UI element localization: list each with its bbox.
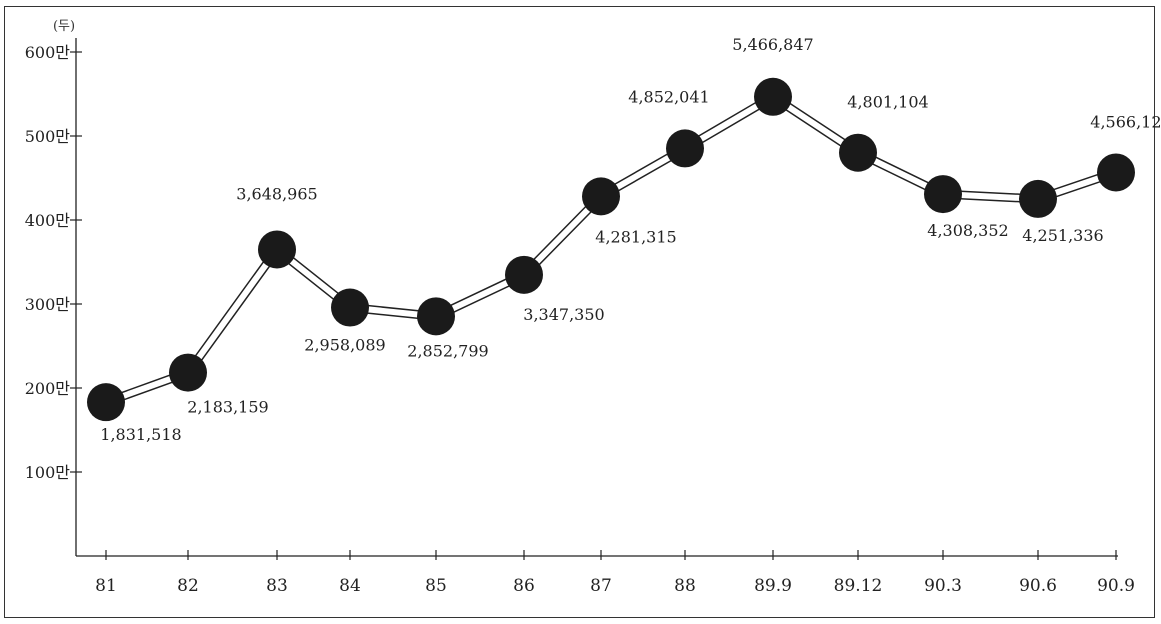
chart-frame: [4, 6, 1155, 618]
data-label: 4,566,125: [1090, 112, 1161, 131]
data-label: 4,308,352: [927, 221, 1008, 240]
data-label: 1,831,518: [100, 425, 181, 444]
data-point: [1097, 153, 1135, 192]
x-tick-label: 89.12: [834, 576, 883, 596]
x-tick-label: 84: [339, 576, 361, 596]
x-tick-label: 82: [177, 576, 199, 596]
y-tick-label: 300만: [25, 295, 71, 314]
data-labels: 1,831,518 2,183,159 3,648,965 2,958,089 2,85…: [100, 35, 1161, 444]
y-tick-label: 200만: [25, 379, 71, 398]
data-point: [666, 129, 704, 168]
tick-labels: 100만 200만 300만 400만 500만 600만 (두) 81 82 83 84 85 86 8…: [25, 19, 1135, 596]
data-label: 2,852,799: [407, 341, 488, 360]
series-line-outer: [104, 92, 1118, 407]
data-point: [582, 177, 620, 216]
data-point: [839, 133, 877, 172]
data-point: [417, 297, 455, 336]
y-tick-label: 500만: [25, 127, 71, 146]
x-tick-label: 86: [513, 576, 535, 596]
y-tick-label: 600만: [25, 43, 71, 62]
x-tick-label: 87: [590, 576, 612, 596]
x-tick-label: 88: [674, 576, 696, 596]
data-label: 2,958,089: [304, 336, 385, 355]
y-tick-label: 400만: [25, 211, 71, 230]
data-point: [87, 383, 125, 422]
data-label: 2,183,159: [187, 398, 268, 417]
data-point: [1019, 179, 1057, 218]
data-point: [169, 353, 207, 392]
data-point: [754, 77, 792, 116]
data-points: [87, 77, 1135, 422]
x-tick-label: 89.9: [754, 576, 792, 596]
series-line: [104, 92, 1118, 407]
x-tick-label: 90.3: [924, 576, 962, 596]
y-unit-label: (두): [53, 19, 75, 34]
axes: [70, 38, 1118, 560]
data-point: [924, 175, 962, 214]
x-tick-label: 90.9: [1097, 576, 1135, 596]
series-line-inner: [104, 93, 1117, 406]
data-label: 4,801,104: [847, 93, 928, 112]
x-tick-label: 83: [266, 576, 288, 596]
data-point: [505, 255, 543, 294]
data-label: 3,648,965: [236, 184, 317, 203]
x-tick-label: 81: [95, 576, 117, 596]
y-tick-label: 100만: [25, 463, 71, 482]
data-point: [258, 230, 296, 269]
x-tick-label: 85: [425, 576, 447, 596]
data-point: [331, 288, 369, 327]
data-label: 4,281,315: [595, 227, 676, 246]
data-label: 3,347,350: [523, 305, 604, 324]
data-label: 4,251,336: [1022, 226, 1103, 245]
data-label: 5,466,847: [732, 35, 813, 54]
x-tick-label: 90.6: [1019, 576, 1057, 596]
data-label: 4,852,041: [628, 87, 709, 106]
